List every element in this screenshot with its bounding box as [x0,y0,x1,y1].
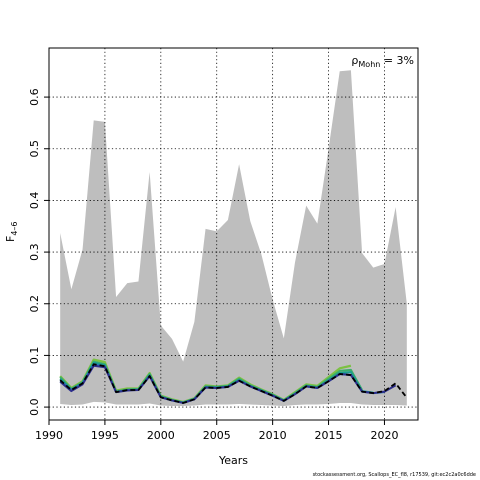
confidence-band-layer [60,70,407,407]
y-tick-label: 0.2 [28,295,41,313]
y-tick-label: 0.1 [28,347,41,365]
rho-subscript: Mohn [358,60,380,69]
x-tick-label: 2005 [203,429,231,442]
x-tick-label: 2000 [147,429,175,442]
x-tick-label: 2015 [315,429,343,442]
plot-frame [48,47,419,421]
y-tick-label: 0.0 [28,398,41,416]
confidence-band [60,70,407,407]
series-line-5 [59,363,408,404]
y-tick-label: 0.5 [28,140,41,158]
y-tick-label: 0.6 [28,88,41,106]
footer-source-text: stockassessment.org, Scallops_EC_fl8, r1… [312,472,476,478]
x-tick-label: 2020 [370,429,398,442]
axes-layer: 1990 1995 2000 2005 2010 2015 2020 0.0 0.1 0.2 0.3… [28,88,398,442]
rho-symbol: ρ [351,54,358,67]
x-tick-label: 2010 [259,429,287,442]
rho-value: = 3% [380,54,414,67]
mohn-rho-annotation: ρMohn = 3% [351,54,414,69]
y-tick-label: 0.3 [28,243,41,260]
x-tick-label: 1990 [35,429,63,442]
y-axis-label: F4–6 [4,221,19,242]
y-axis-label-subscript: 4–6 [10,221,19,235]
x-tick-label: 1995 [91,429,119,442]
y-tick-label: 0.4 [28,192,41,210]
series-layer [59,358,408,404]
x-axis-label: Years [218,454,248,467]
